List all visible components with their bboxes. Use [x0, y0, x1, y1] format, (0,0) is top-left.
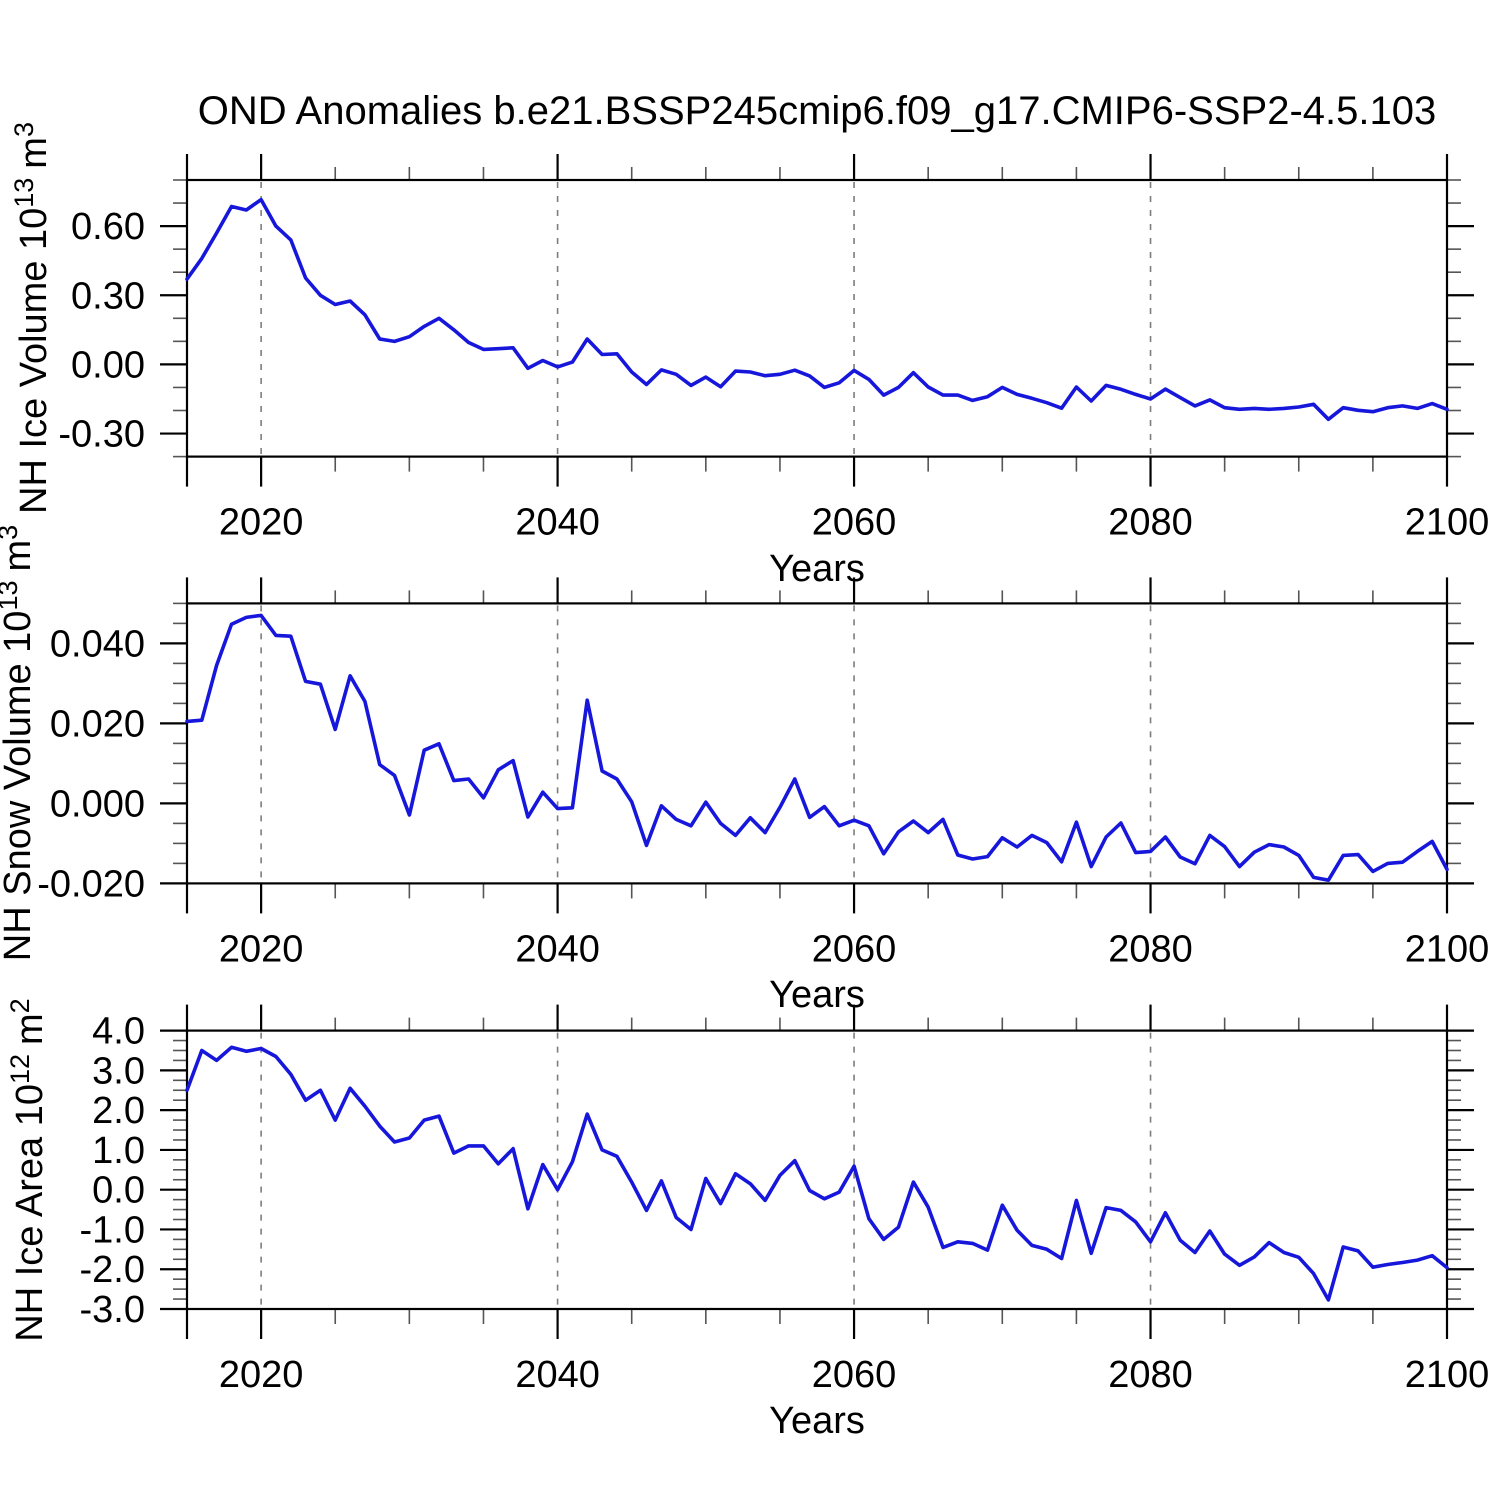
x-tick-label: 2020 — [219, 502, 304, 544]
panel3-ylabel-unit-exp: 2 — [5, 998, 35, 1013]
x-tick-label: 2060 — [812, 502, 897, 544]
x-tick-label: 2100 — [1405, 502, 1490, 544]
x-tick-label: 2040 — [515, 928, 600, 970]
x-tick-label: 2020 — [219, 928, 304, 970]
x-tick-label: 2040 — [515, 1354, 600, 1396]
panel1-ylabel-unit-exp: 3 — [9, 122, 39, 137]
x-tick-label: 2080 — [1108, 928, 1193, 970]
x-tick-label: 2100 — [1405, 1354, 1490, 1396]
plot-frame — [185, 178, 1449, 458]
data-series-line — [185, 197, 1449, 422]
y-tick-label: -2.0 — [80, 1249, 145, 1291]
x-tick-label: 2040 — [515, 502, 600, 544]
data-series-line — [185, 1045, 1449, 1302]
data-series-line — [185, 613, 1449, 883]
panel1-x-axis-title: Years — [769, 548, 865, 590]
panel1-ylabel-unit: m — [13, 137, 55, 169]
y-tick-label: 1.0 — [92, 1130, 145, 1172]
panel1-ylabel-text: NH Ice Volume 10 — [13, 208, 55, 514]
x-tick-label: 2060 — [812, 1354, 897, 1396]
y-tick-label: -1.0 — [80, 1209, 145, 1251]
y-tick-label: 0.000 — [50, 783, 145, 825]
x-tick-label: 2100 — [1405, 928, 1490, 970]
x-tick-label: 2020 — [219, 1354, 304, 1396]
plot-frame — [185, 1029, 1449, 1311]
x-tick-label: 2080 — [1108, 502, 1193, 544]
panel3-x-axis-title: Years — [769, 1400, 865, 1442]
panel2-ylabel-text: NH Snow Volume 10 — [0, 611, 39, 962]
panel2-x-axis-title: Years — [769, 974, 865, 1016]
panel2-ylabel-unit: m — [0, 540, 39, 572]
y-tick-label: -3.0 — [80, 1289, 145, 1331]
y-tick-label: -0.020 — [37, 863, 145, 905]
panel3-ylabel-unit: m — [9, 1013, 51, 1045]
panel2-ylabel-unit-exp: 3 — [0, 525, 23, 540]
y-tick-label: 0.30 — [71, 275, 145, 317]
y-tick-label: 0.0 — [92, 1170, 145, 1212]
y-tick-label: 0.020 — [50, 703, 145, 745]
y-tick-label: 3.0 — [92, 1050, 145, 1092]
panel2-ylabel-exp: 13 — [0, 581, 23, 611]
y-tick-label: 0.040 — [50, 623, 145, 665]
y-tick-label: 0.00 — [71, 344, 145, 386]
figure-title: OND Anomalies b.e21.BSSP245cmip6.f09_g17… — [198, 89, 1436, 133]
x-tick-label: 2080 — [1108, 1354, 1193, 1396]
panel3-ylabel-exp: 12 — [5, 1054, 35, 1084]
panel3-ylabel-text: NH Ice Area 10 — [9, 1084, 51, 1342]
y-tick-label: 0.60 — [71, 206, 145, 248]
panel1-ylabel-exp: 13 — [9, 178, 39, 208]
chart-render-layer: 2020 2040 2060 2080 2100 0.60 0.30 0.00 -0.30 202… — [37, 154, 1489, 1396]
y-tick-label: 2.0 — [92, 1090, 145, 1132]
panel3-y-axis-title: NH Ice Area 1012 m2 — [5, 998, 51, 1341]
y-tick-label: 4.0 — [92, 1011, 145, 1053]
panel2-y-axis-title: NH Snow Volume 1013 m3 — [0, 525, 39, 961]
plot-frame — [185, 602, 1449, 885]
panel1-y-axis-title: NH Ice Volume 1013 m3 — [9, 122, 55, 514]
x-tick-label: 2060 — [812, 928, 897, 970]
y-tick-label: -0.30 — [58, 414, 145, 456]
